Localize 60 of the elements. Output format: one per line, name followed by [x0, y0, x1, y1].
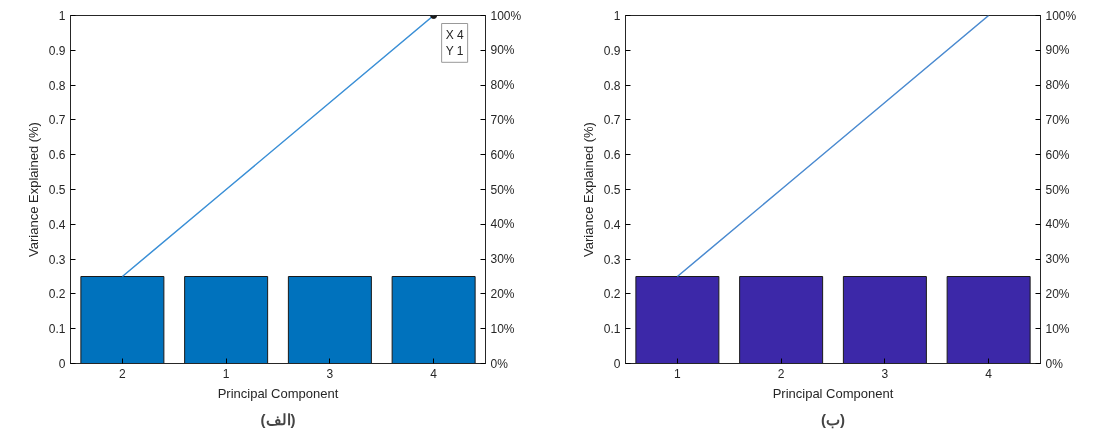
y2-tick-label: 20%	[1045, 286, 1070, 301]
y-tick-label: 0.1	[48, 322, 66, 337]
y2-tick-label: 0%	[1045, 356, 1064, 371]
line-series	[676, 15, 990, 278]
x-tick-label: 1	[674, 366, 682, 381]
x-axis-title: Principal Component	[772, 385, 894, 401]
y-tick-label: 0.2	[48, 287, 66, 302]
text: (الف)	[260, 410, 296, 428]
y-tick-label: 0.6	[48, 148, 66, 163]
y-tick-label: 0.4	[48, 217, 66, 232]
y-tick-label: 1	[58, 9, 66, 23]
x-tick-label: 1	[222, 366, 230, 381]
x-tick-label: 3	[326, 366, 334, 381]
y-tick-label: 0.3	[603, 252, 621, 267]
y-tick-label: 0.1	[603, 322, 621, 337]
y2-tick-label: 90%	[1045, 43, 1070, 58]
y2-tick-label: 30%	[490, 252, 515, 267]
y2-tick-label: 100%	[1045, 8, 1077, 23]
y2-tick-label: 60%	[1045, 147, 1070, 162]
y-tick-label: 0.3	[48, 252, 66, 267]
y-tick-label: 0.4	[603, 217, 621, 232]
text: (ب)	[821, 410, 845, 429]
y-tick-label: 0.9	[603, 43, 621, 58]
x-tick-label: 2	[777, 366, 785, 381]
y-tick-label: 0.9	[48, 43, 66, 58]
y-tick-label: 0	[58, 357, 66, 371]
y2-tick-label: 20%	[490, 286, 515, 301]
y2-tick-label: 60%	[490, 147, 515, 162]
y2-tick-label: 80%	[490, 78, 515, 93]
y-tick-label: 0.2	[603, 287, 621, 302]
y-tick-label: 0.6	[603, 148, 621, 163]
y-tick-label: 0	[613, 357, 621, 371]
y2-tick-label: 0%	[490, 356, 509, 371]
y2-tick-label: 10%	[1045, 321, 1070, 336]
x-tick-label: 4	[985, 366, 993, 381]
x-tick-label: 4	[430, 366, 438, 381]
y-axis-title: Variance Explained (%)	[580, 122, 596, 257]
y2-tick-label: 40%	[490, 217, 515, 232]
y-tick-label: 1	[613, 9, 621, 23]
y2-tick-label: 50%	[1045, 182, 1070, 197]
y-tick-label: 0.8	[48, 78, 66, 93]
annotation: X 4 Y 1	[445, 27, 464, 59]
y-tick-label: 0.5	[48, 183, 66, 197]
y-tick-label: 0.5	[603, 183, 621, 197]
y2-tick-label: 30%	[1045, 252, 1070, 267]
y-tick-label: 0.7	[603, 113, 621, 128]
y2-tick-label: 80%	[1045, 78, 1070, 93]
y-axis-title: Variance Explained (%)	[25, 122, 41, 257]
x-axis-title: Principal Component	[217, 385, 339, 401]
x-tick-label: 2	[119, 366, 127, 381]
y2-tick-label: 50%	[490, 182, 515, 197]
y2-tick-label: 40%	[1045, 217, 1070, 232]
y2-tick-label: 70%	[1045, 112, 1070, 127]
y-tick-label: 0.7	[48, 113, 66, 128]
y2-tick-label: 90%	[490, 43, 515, 58]
x-tick-label: 3	[881, 366, 889, 381]
y2-tick-label: 100%	[490, 8, 522, 23]
y2-tick-label: 10%	[490, 321, 515, 336]
y2-tick-label: 70%	[490, 112, 515, 127]
y-tick-label: 0.8	[603, 78, 621, 93]
